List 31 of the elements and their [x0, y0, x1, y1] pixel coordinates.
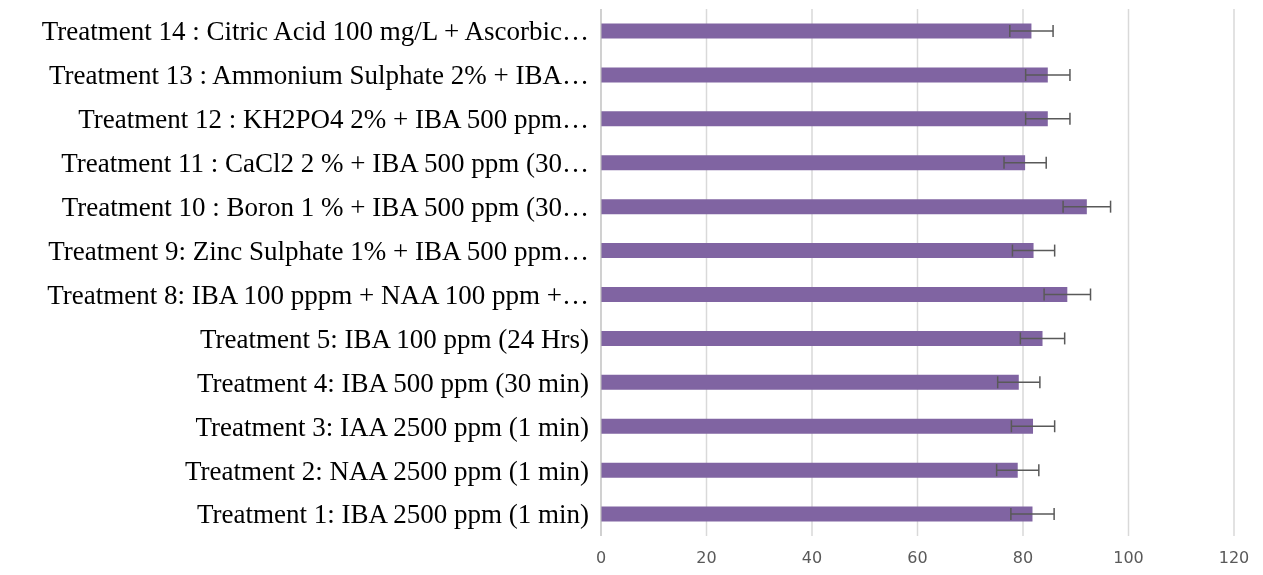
bar	[601, 23, 1032, 39]
bar	[601, 243, 1034, 259]
bar	[601, 418, 1034, 434]
bar	[601, 67, 1048, 83]
bar	[601, 506, 1033, 522]
bar	[601, 286, 1068, 302]
y-tick-label: Treatment 10 : Boron 1 % + IBA 500 ppm (30…	[61, 192, 589, 223]
y-tick-label: Treatment 14 : Citric Acid 100 mg/L + Ascorbic…	[41, 16, 589, 47]
x-tick-label: 0	[595, 548, 607, 568]
y-tick-label: Treatment 11 : CaCl2 2 % + IBA 500 ppm (30…	[61, 148, 589, 179]
y-tick-label: Treatment 3: IAA 2500 ppm (1 min)	[195, 411, 589, 442]
bar	[601, 330, 1043, 346]
y-tick-label: Treatment 9: Zinc Sulphate 1% + IBA 500 ppm…	[48, 235, 589, 266]
x-tick-label: 60	[907, 548, 928, 568]
y-tick-label: Treatment 1: IBA 2500 ppm (1 min)	[197, 499, 589, 530]
x-tick-label: 40	[801, 548, 823, 568]
x-tick-label: 100	[1113, 548, 1144, 568]
x-tick-label: 120	[1218, 548, 1250, 568]
x-tick-label: 20	[696, 548, 717, 568]
y-tick-label: Treatment 8: IBA 100 pppm + NAA 100 ppm +…	[47, 279, 589, 310]
y-tick-label: Treatment 4: IBA 500 ppm (30 min)	[197, 367, 589, 398]
bar	[601, 155, 1026, 171]
y-tick-label: Treatment 12 : KH2PO4 2% + IBA 500 ppm…	[78, 104, 589, 135]
bar	[601, 462, 1018, 478]
bar	[601, 199, 1087, 215]
y-tick-label: Treatment 13 : Ammonium Sulphate 2% + IBA…	[49, 60, 589, 91]
x-tick-label: 80	[1012, 548, 1034, 568]
y-tick-label: Treatment 5: IBA 100 ppm (24 Hrs)	[200, 323, 589, 354]
bar	[601, 374, 1019, 390]
y-tick-label: Treatment 2: NAA 2500 ppm (1 min)	[185, 455, 589, 486]
bar	[601, 111, 1048, 127]
